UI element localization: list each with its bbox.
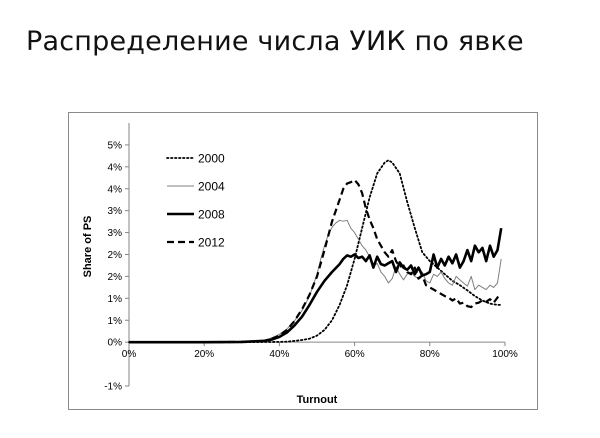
x-axis-title: Turnout <box>297 394 338 406</box>
y-tick-label: 2% <box>108 272 123 283</box>
y-tick-label: 2% <box>108 250 123 261</box>
series-line-2008 <box>129 227 503 344</box>
legend-label-2008: 2008 <box>198 208 225 222</box>
x-tick-label: 20% <box>194 349 214 360</box>
line-chart: -1% 0% 1% 1% 2% 2% 3% 3% 4% 4% 5% 0% 20% 40% 60% 80% 100… <box>82 123 518 406</box>
y-tick-label: 0% <box>108 338 123 349</box>
y-tick-label: 5% <box>108 140 123 151</box>
x-tick-label: 80% <box>420 349 440 360</box>
legend-label-2000: 2000 <box>198 152 225 166</box>
x-tick-label: 40% <box>269 349 289 360</box>
legend-label-2012: 2012 <box>198 236 225 250</box>
y-tick-label: 1% <box>108 294 123 305</box>
y-tick-label: 4% <box>108 184 123 195</box>
y-tick-label: 3% <box>108 228 123 239</box>
chart-frame: -1% 0% 1% 1% 2% 2% 3% 3% 4% 4% 5% 0% 20% 40% 60% 80% 100… <box>68 112 538 410</box>
y-tick-label: 1% <box>108 316 123 327</box>
slide-title: Распределение числа УИК по явке <box>26 26 524 57</box>
series-line-2000 <box>128 159 503 344</box>
x-tick-label: 100% <box>492 349 518 360</box>
legend-label-2004: 2004 <box>198 180 225 194</box>
x-tick-label: 60% <box>345 349 365 360</box>
y-axis-title: Share of PS <box>82 216 94 278</box>
series-line-2004 <box>129 219 502 343</box>
x-tick-label: 0% <box>122 349 137 360</box>
y-tick-label: -1% <box>104 382 122 393</box>
y-tick-label: 4% <box>108 162 123 173</box>
y-tick-label: 3% <box>108 206 123 217</box>
